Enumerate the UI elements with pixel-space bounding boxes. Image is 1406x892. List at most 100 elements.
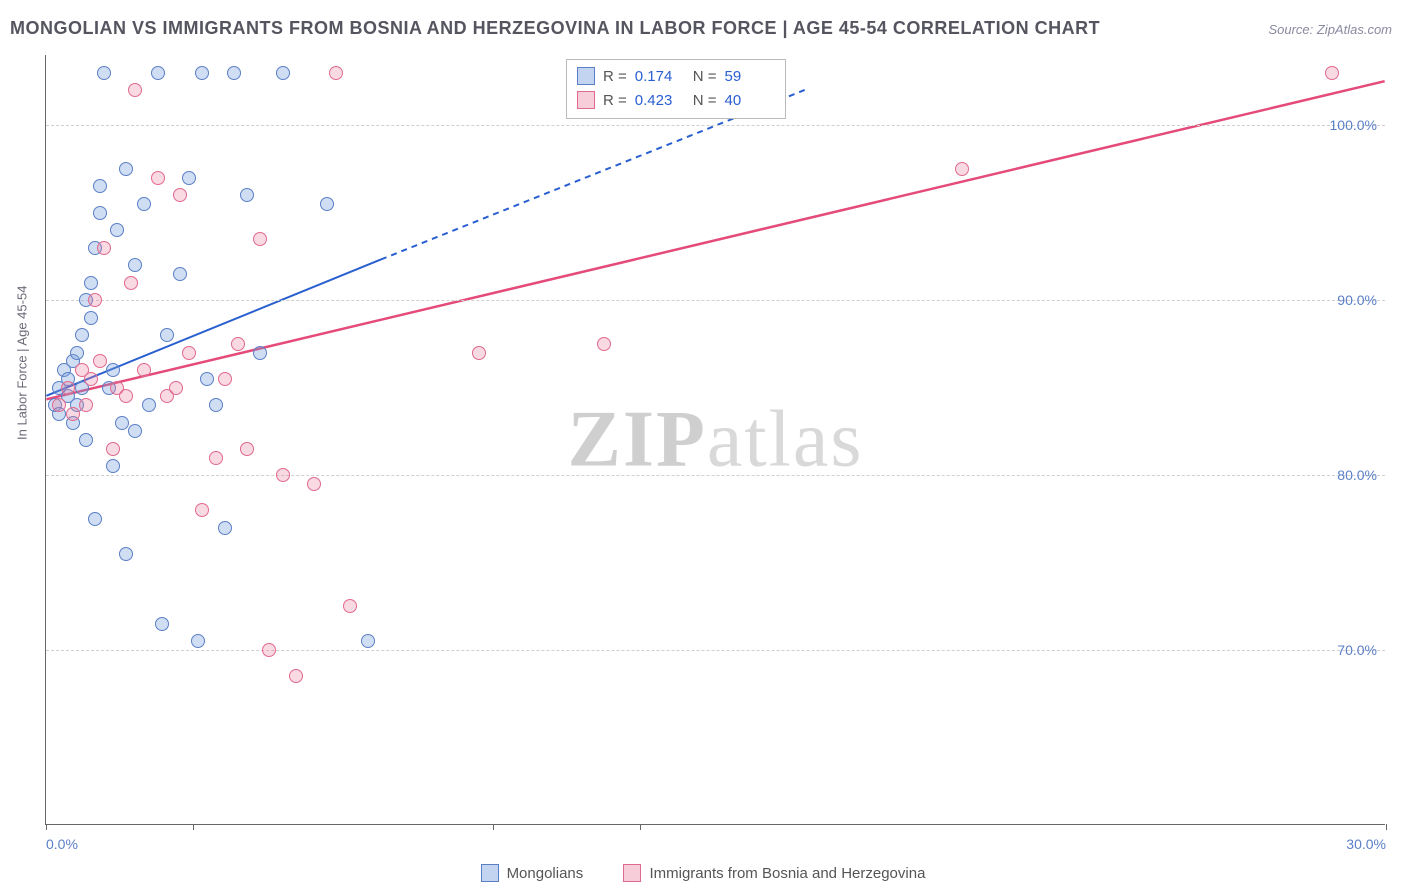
legend-label-pink: Immigrants from Bosnia and Herzegovina — [649, 865, 925, 882]
y-tick-label: 80.0% — [1337, 467, 1377, 483]
data-point — [155, 617, 169, 631]
data-point — [119, 162, 133, 176]
gridline — [46, 650, 1385, 651]
legend-swatch-blue-icon — [481, 864, 499, 882]
data-point — [61, 381, 75, 395]
y-tick-label: 100.0% — [1330, 117, 1377, 133]
chart-title: MONGOLIAN VS IMMIGRANTS FROM BOSNIA AND … — [10, 18, 1100, 39]
data-point — [106, 459, 120, 473]
data-point — [137, 197, 151, 211]
data-point — [320, 197, 334, 211]
data-point — [955, 162, 969, 176]
stat-n-label: N = — [693, 68, 717, 85]
data-point — [79, 433, 93, 447]
legend-label-blue: Mongolians — [507, 865, 584, 882]
swatch-blue-icon — [577, 67, 595, 85]
data-point — [209, 451, 223, 465]
data-point — [262, 643, 276, 657]
data-point — [119, 389, 133, 403]
x-tick-mark — [493, 824, 494, 830]
data-point — [240, 442, 254, 456]
gridline — [46, 300, 1385, 301]
stat-n-label2: N = — [693, 92, 717, 109]
data-point — [66, 407, 80, 421]
data-point — [276, 66, 290, 80]
correlation-stats-box: R = 0.174 N = 59 R = 0.423 N = 40 — [566, 59, 786, 119]
data-point — [276, 468, 290, 482]
data-point — [195, 503, 209, 517]
data-point — [106, 363, 120, 377]
x-tick-mark — [1386, 824, 1387, 830]
data-point — [182, 346, 196, 360]
data-point — [115, 416, 129, 430]
data-point — [106, 442, 120, 456]
data-point — [160, 328, 174, 342]
data-point — [84, 276, 98, 290]
data-point — [329, 66, 343, 80]
data-point — [343, 599, 357, 613]
data-point — [128, 258, 142, 272]
data-point — [151, 66, 165, 80]
data-point — [209, 398, 223, 412]
data-point — [151, 171, 165, 185]
data-point — [128, 83, 142, 97]
gridline — [46, 475, 1385, 476]
data-point — [75, 328, 89, 342]
data-point — [70, 346, 84, 360]
x-tick-label: 0.0% — [46, 836, 78, 852]
data-point — [361, 634, 375, 648]
scatter-plot-area: ZIPatlas R = 0.174 N = 59 R = 0.423 N = … — [45, 55, 1385, 825]
stat-r-label: R = — [603, 68, 627, 85]
x-tick-label: 30.0% — [1346, 836, 1386, 852]
data-point — [240, 188, 254, 202]
bottom-legend: Mongolians Immigrants from Bosnia and He… — [0, 864, 1406, 886]
data-point — [128, 424, 142, 438]
data-point — [79, 398, 93, 412]
data-point — [97, 241, 111, 255]
data-point — [182, 171, 196, 185]
stat-n-blue: 59 — [725, 68, 775, 85]
data-point — [110, 223, 124, 237]
data-point — [253, 346, 267, 360]
data-point — [173, 188, 187, 202]
data-point — [97, 66, 111, 80]
stat-r-blue: 0.174 — [635, 68, 685, 85]
data-point — [124, 276, 138, 290]
data-point — [472, 346, 486, 360]
data-point — [253, 232, 267, 246]
data-point — [142, 398, 156, 412]
data-point — [119, 547, 133, 561]
data-point — [218, 521, 232, 535]
trend-lines — [46, 55, 1385, 824]
data-point — [93, 354, 107, 368]
data-point — [231, 337, 245, 351]
x-tick-mark — [640, 824, 641, 830]
y-axis-label: In Labor Force | Age 45-54 — [15, 286, 30, 440]
data-point — [84, 311, 98, 325]
legend-item-pink: Immigrants from Bosnia and Herzegovina — [623, 864, 925, 882]
watermark: ZIPatlas — [568, 394, 864, 485]
stat-r-label2: R = — [603, 92, 627, 109]
stat-n-pink: 40 — [725, 92, 775, 109]
data-point — [227, 66, 241, 80]
data-point — [52, 398, 66, 412]
data-point — [195, 66, 209, 80]
y-tick-label: 70.0% — [1337, 642, 1377, 658]
x-tick-mark — [46, 824, 47, 830]
data-point — [200, 372, 214, 386]
stats-row-pink: R = 0.423 N = 40 — [577, 88, 775, 112]
data-point — [88, 293, 102, 307]
data-point — [307, 477, 321, 491]
stat-r-pink: 0.423 — [635, 92, 685, 109]
x-tick-mark — [193, 824, 194, 830]
data-point — [84, 372, 98, 386]
legend-swatch-pink-icon — [623, 864, 641, 882]
data-point — [597, 337, 611, 351]
data-point — [191, 634, 205, 648]
data-point — [93, 206, 107, 220]
swatch-pink-icon — [577, 91, 595, 109]
data-point — [218, 372, 232, 386]
data-point — [169, 381, 183, 395]
y-tick-label: 90.0% — [1337, 292, 1377, 308]
data-point — [88, 512, 102, 526]
